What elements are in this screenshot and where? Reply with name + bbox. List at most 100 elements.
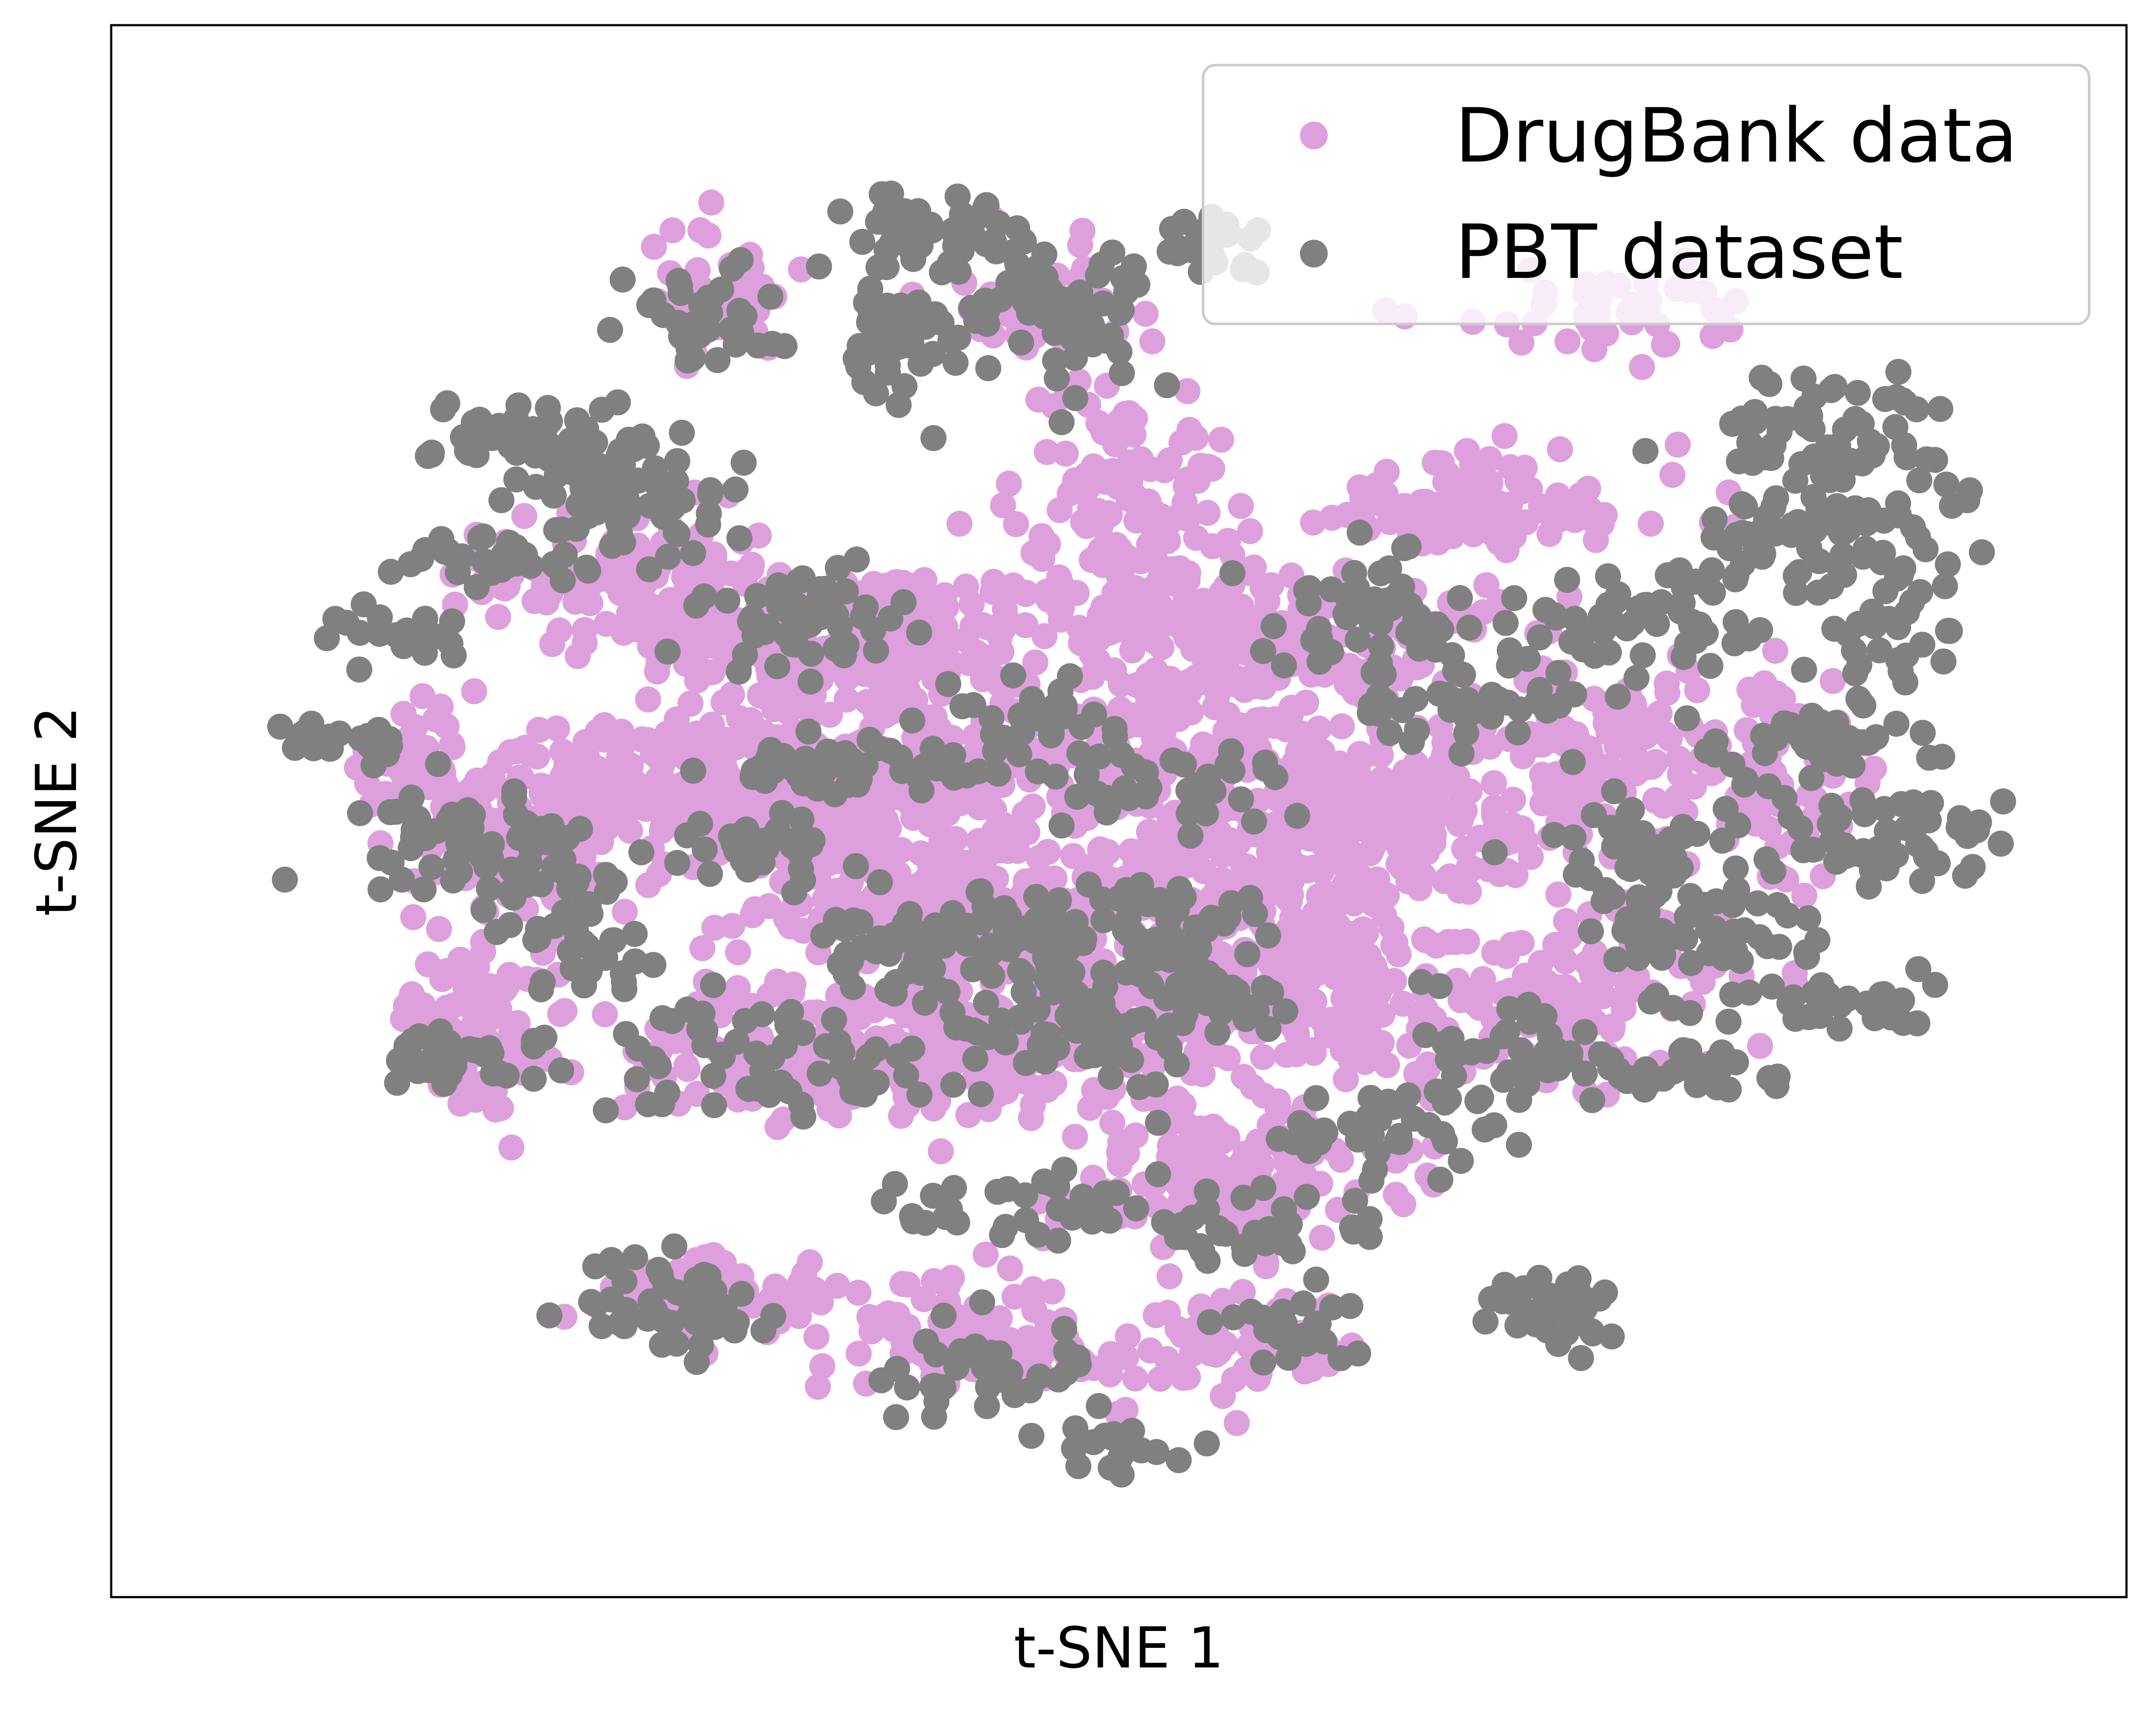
scatter-point <box>471 778 498 804</box>
scatter-point <box>569 475 596 501</box>
scatter-point <box>1044 1035 1071 1061</box>
scatter-point <box>1372 481 1399 507</box>
scatter-point <box>817 702 843 728</box>
scatter-point <box>1893 444 1920 471</box>
scatter-point <box>1380 1094 1407 1120</box>
scatter-point <box>1807 1003 1833 1029</box>
scatter-point <box>694 300 720 326</box>
scatter-point <box>1481 839 1508 865</box>
scatter-point <box>954 931 980 957</box>
scatter-point <box>1139 328 1166 355</box>
scatter-point <box>1031 623 1058 649</box>
scatter-point <box>1510 743 1536 769</box>
scatter-point <box>659 217 686 244</box>
scatter-point <box>655 638 681 665</box>
scatter-point <box>1935 617 1961 644</box>
scatter-point <box>542 441 569 467</box>
scatter-point <box>664 706 690 733</box>
scatter-point <box>975 790 1002 816</box>
scatter-point <box>902 687 929 713</box>
scatter-point <box>1174 608 1201 635</box>
scatter-point <box>943 1014 969 1041</box>
scatter-point <box>959 222 986 248</box>
scatter-point <box>1262 764 1289 790</box>
scatter-point <box>611 976 638 1002</box>
scatter-point <box>1964 817 1990 844</box>
scatter-point <box>1554 328 1581 355</box>
series-1 <box>267 180 2016 1488</box>
scatter-point <box>878 213 904 239</box>
scatter-point <box>1224 665 1250 691</box>
scatter-point <box>713 765 740 791</box>
scatter-point <box>664 850 691 876</box>
scatter-point <box>425 751 451 777</box>
scatter-point <box>1766 408 1792 434</box>
scatter-point <box>1476 446 1503 472</box>
scatter-point <box>1496 1059 1522 1086</box>
scatter-point <box>1019 793 1046 820</box>
scatter-point <box>655 544 681 570</box>
scatter-point <box>1060 1015 1086 1041</box>
scatter-point <box>1632 438 1659 464</box>
scatter-point <box>520 1066 547 1092</box>
scatter-point <box>1637 706 1663 733</box>
scatter-point <box>1915 807 1942 834</box>
scatter-point <box>1909 631 1935 658</box>
scatter-point <box>700 1063 727 1089</box>
scatter-point <box>1460 1038 1486 1064</box>
scatter-point <box>1821 616 1848 642</box>
scatter-point <box>1588 1041 1614 1067</box>
scatter-point <box>1432 469 1458 495</box>
scatter-point <box>1892 669 1918 696</box>
scatter-point <box>482 1096 509 1122</box>
scatter-point <box>591 712 618 738</box>
scatter-point <box>607 520 633 547</box>
scatter-point <box>1454 687 1481 713</box>
scatter-point <box>1276 1211 1303 1238</box>
scatter-point <box>351 591 377 617</box>
scatter-point <box>1600 720 1627 747</box>
scatter-point <box>824 1273 850 1299</box>
scatter-point <box>873 934 899 960</box>
scatter-point <box>1183 425 1209 451</box>
scatter-point <box>1391 535 1417 561</box>
scatter-point <box>1102 723 1128 750</box>
scatter-point <box>1306 616 1332 642</box>
scatter-point <box>636 556 662 583</box>
scatter-point <box>783 631 810 658</box>
scatter-point <box>354 723 381 749</box>
scatter-point <box>1643 611 1670 637</box>
scatter-point <box>521 588 548 614</box>
scatter-point <box>612 898 638 925</box>
scatter-point <box>1296 575 1323 601</box>
scatter-point <box>595 814 621 841</box>
scatter-point <box>1500 786 1526 813</box>
scatter-point <box>441 1053 467 1079</box>
scatter-point <box>1255 922 1281 949</box>
scatter-point <box>1819 668 1846 694</box>
scatter-point <box>1057 663 1083 690</box>
scatter-point <box>1366 683 1392 709</box>
scatter-point <box>794 612 820 639</box>
scatter-point <box>1581 686 1607 712</box>
scatter-point <box>784 826 811 853</box>
scatter-point <box>982 1311 1009 1337</box>
scatter-point <box>1200 1113 1226 1140</box>
scatter-point <box>1814 743 1841 769</box>
scatter-point <box>485 604 511 630</box>
scatter-point <box>1861 756 1887 782</box>
scatter-point <box>1048 409 1075 436</box>
scatter-point <box>1541 785 1567 811</box>
scatter-point <box>686 1016 712 1043</box>
scatter-point <box>1660 862 1687 889</box>
scatter-point <box>795 718 822 745</box>
scatter-point <box>1410 826 1437 853</box>
scatter-point <box>637 793 663 819</box>
scatter-point <box>1048 812 1075 838</box>
scatter-point <box>731 449 757 476</box>
scatter-point <box>1101 657 1127 683</box>
scatter-point <box>435 808 461 834</box>
scatter-point <box>1110 265 1136 291</box>
scatter-point <box>719 913 745 939</box>
scatter-point <box>1554 567 1581 593</box>
